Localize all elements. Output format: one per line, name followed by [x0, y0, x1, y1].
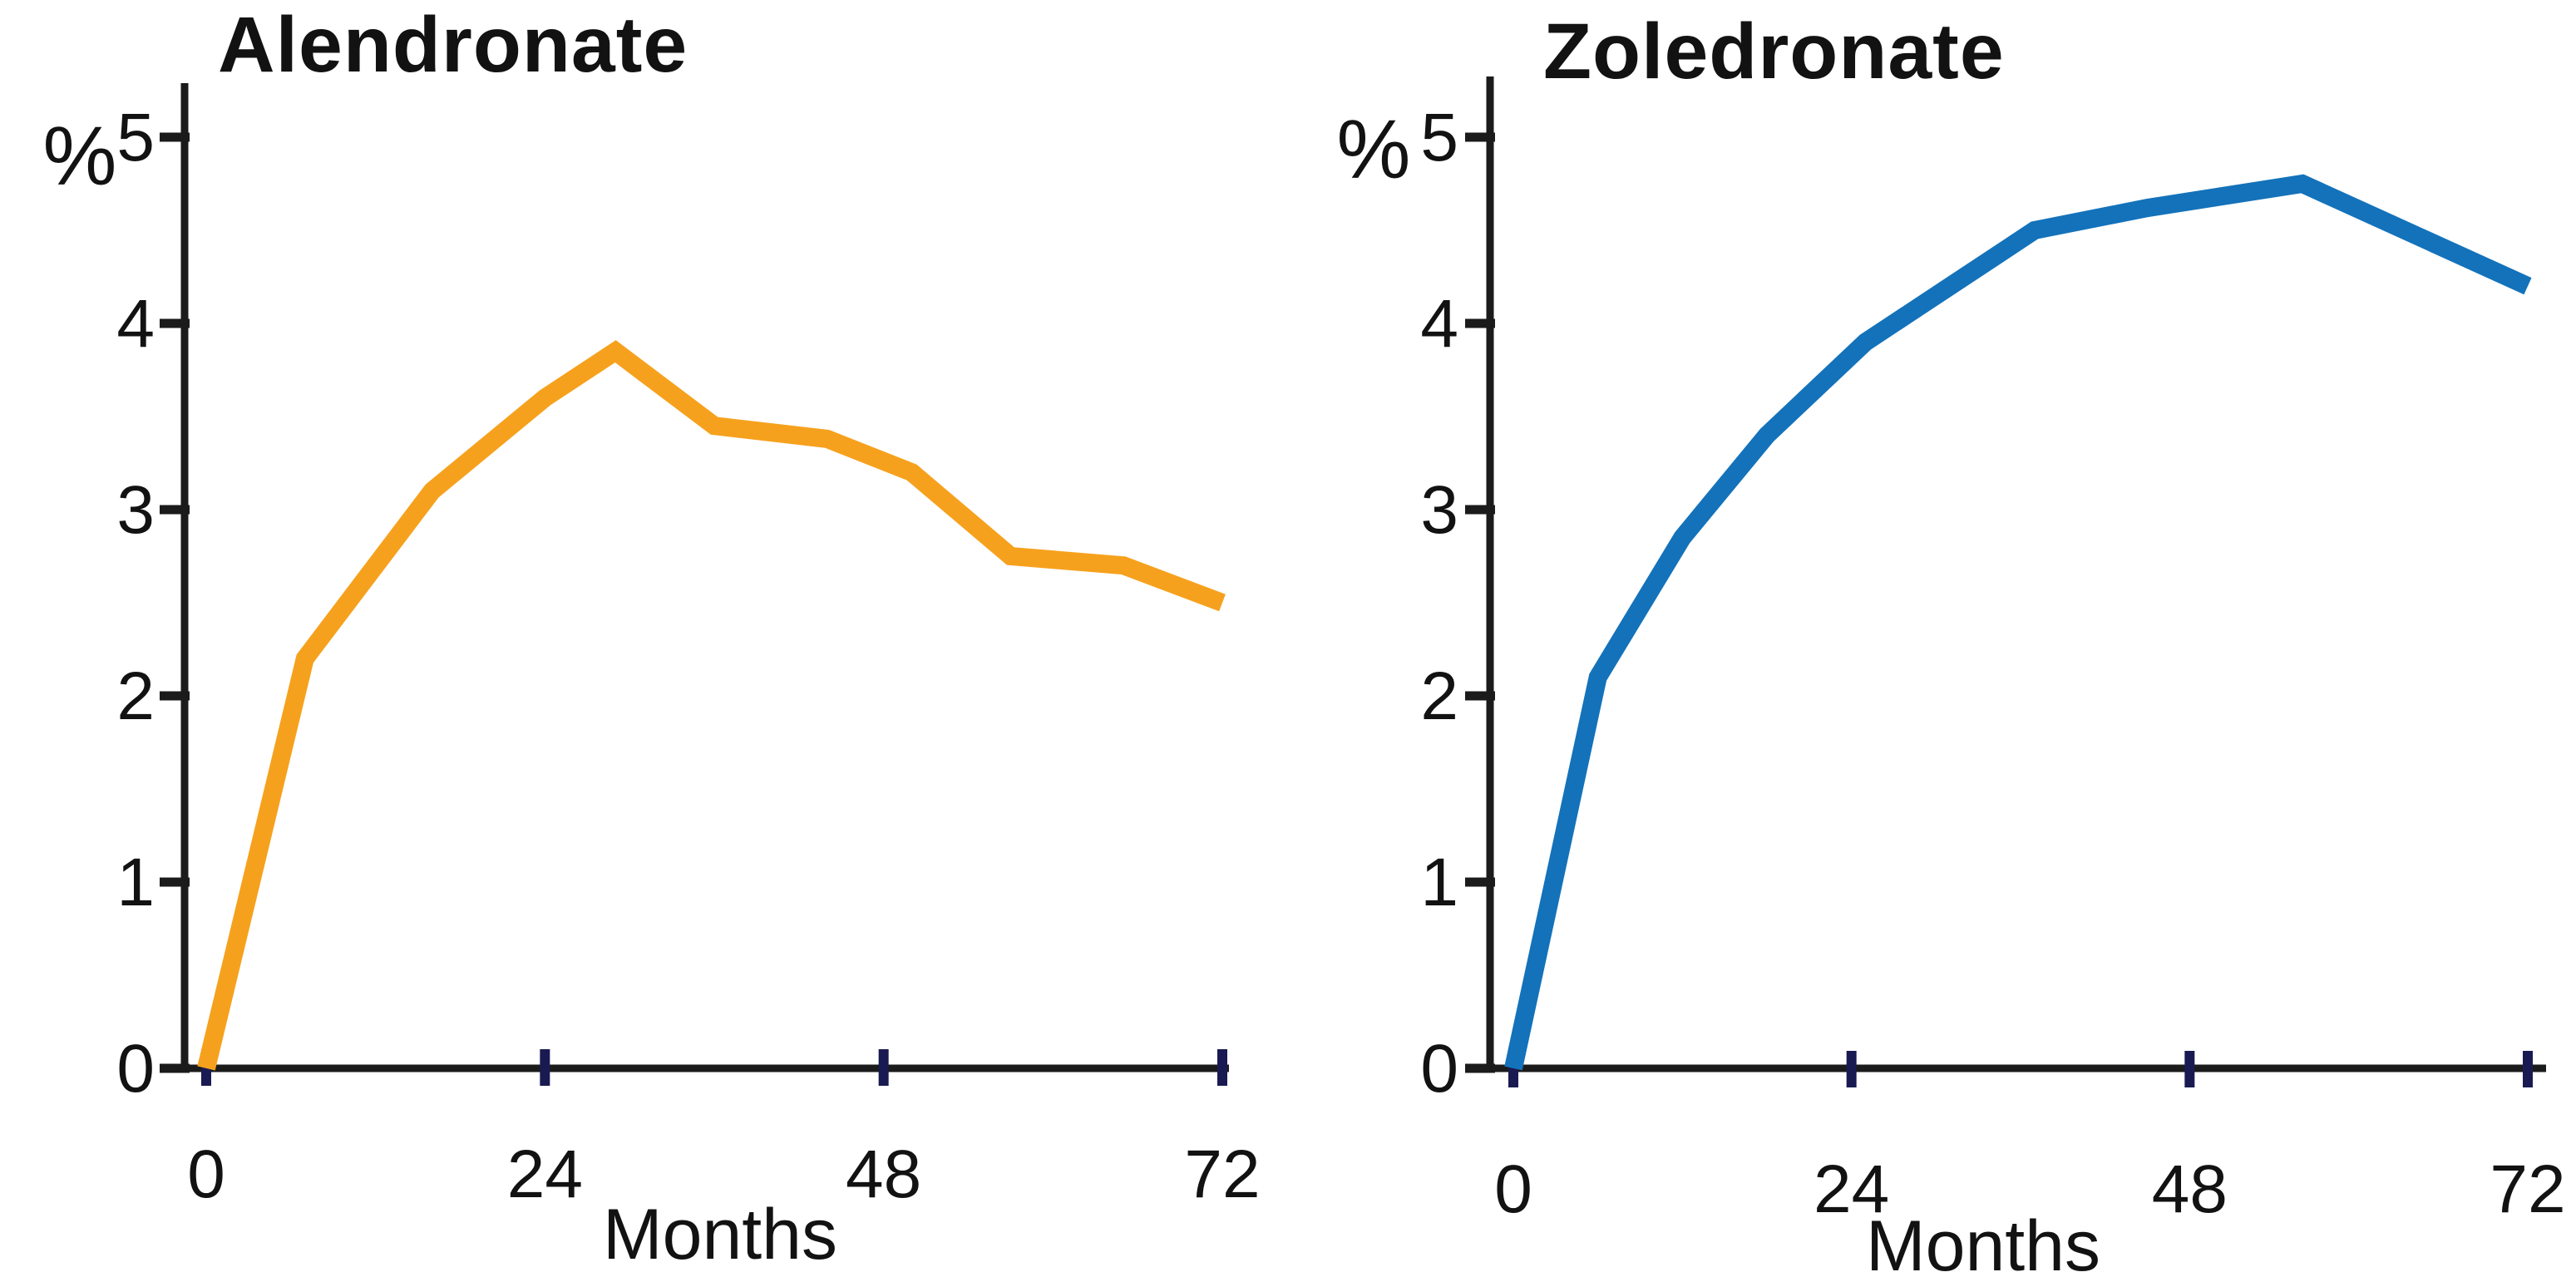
y-tick-label: 5 [116, 100, 155, 175]
series-line-zoledronate [1504, 174, 2532, 1071]
right-y-axis-unit-label: % [1337, 103, 1411, 196]
x-tick-label: 48 [2152, 1151, 2228, 1227]
right-chart-title: Zoledronate [1543, 7, 2005, 96]
y-tick-label: 1 [1420, 845, 1458, 920]
right-x-axis-title: Months [1866, 1206, 2100, 1277]
y-tick-label: 5 [1420, 100, 1458, 175]
x-tick-label: 72 [1184, 1136, 1260, 1212]
x-tick-label: 48 [846, 1136, 921, 1212]
y-tick-label: 4 [116, 286, 155, 362]
y-tick-label: 1 [116, 845, 155, 920]
series-line-alendronate [197, 340, 1226, 1071]
left-x-axis-title: Months [603, 1195, 837, 1275]
y-tick-label: 0 [1420, 1031, 1458, 1107]
y-tick-label: 2 [1420, 658, 1458, 734]
left-chart-title: Alendronate [218, 1, 688, 89]
y-tick-label: 3 [116, 472, 155, 548]
zoledronate-plot-area: 0 1 2 3 4 5 0 24 48 72 [1420, 76, 2566, 1227]
x-tick-label: 0 [1494, 1151, 1532, 1227]
left-y-axis-unit-label: % [43, 110, 117, 203]
y-tick-label: 0 [116, 1031, 155, 1107]
y-tick-label: 4 [1420, 286, 1458, 362]
alendronate-plot-area: 0 1 2 3 4 5 0 24 48 72 [116, 83, 1261, 1212]
y-tick-label: 3 [1420, 472, 1458, 548]
x-tick-label: 0 [187, 1136, 225, 1212]
y-tick-label: 2 [116, 658, 155, 734]
x-tick-label: 24 [1814, 1151, 1889, 1227]
x-tick-label: 72 [2490, 1151, 2565, 1227]
x-tick-label: 24 [507, 1136, 583, 1212]
